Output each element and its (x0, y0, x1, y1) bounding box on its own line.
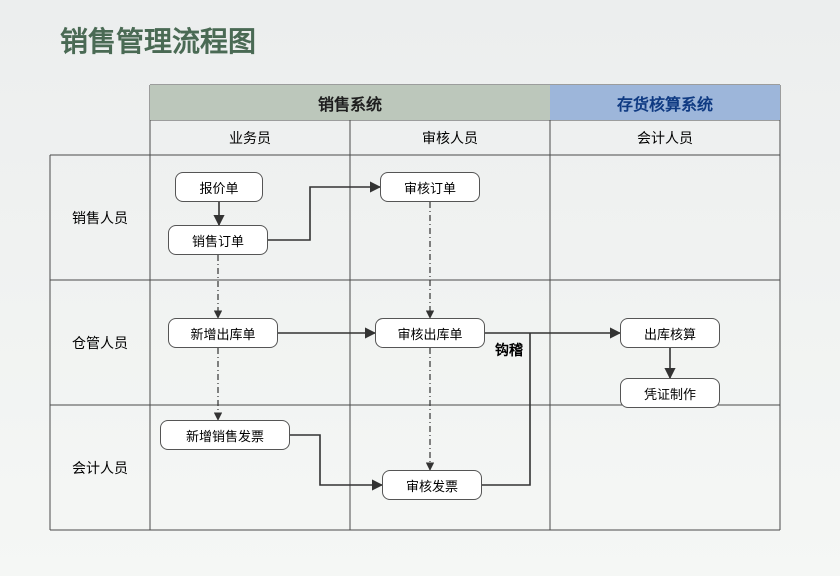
flow-node-quote: 报价单 (175, 172, 263, 202)
gouji-label: 钩稽 (495, 340, 523, 360)
system-header: 销售系统 (150, 85, 550, 120)
flow-node-review_inv: 审核发票 (382, 470, 482, 500)
row-label: 会计人员 (50, 405, 150, 530)
flow-node-out_account: 出库核算 (620, 318, 720, 348)
column-subheader: 会计人员 (550, 120, 780, 155)
flow-node-review_out: 审核出库单 (375, 318, 485, 348)
row-label: 仓管人员 (50, 280, 150, 405)
flow-node-review_order: 审核订单 (380, 172, 480, 202)
system-header: 存货核算系统 (550, 85, 780, 120)
flow-node-sales_order: 销售订单 (168, 225, 268, 255)
row-label: 销售人员 (50, 155, 150, 280)
column-subheader: 业务员 (150, 120, 350, 155)
flowchart-stage: 钩稽 销售系统存货核算系统业务员审核人员会计人员销售人员仓管人员会计人员报价单销… (0, 0, 840, 576)
flow-node-new_invoice: 新增销售发票 (160, 420, 290, 450)
flow-node-voucher: 凭证制作 (620, 378, 720, 408)
column-subheader: 审核人员 (350, 120, 550, 155)
flow-node-new_out: 新增出库单 (168, 318, 278, 348)
